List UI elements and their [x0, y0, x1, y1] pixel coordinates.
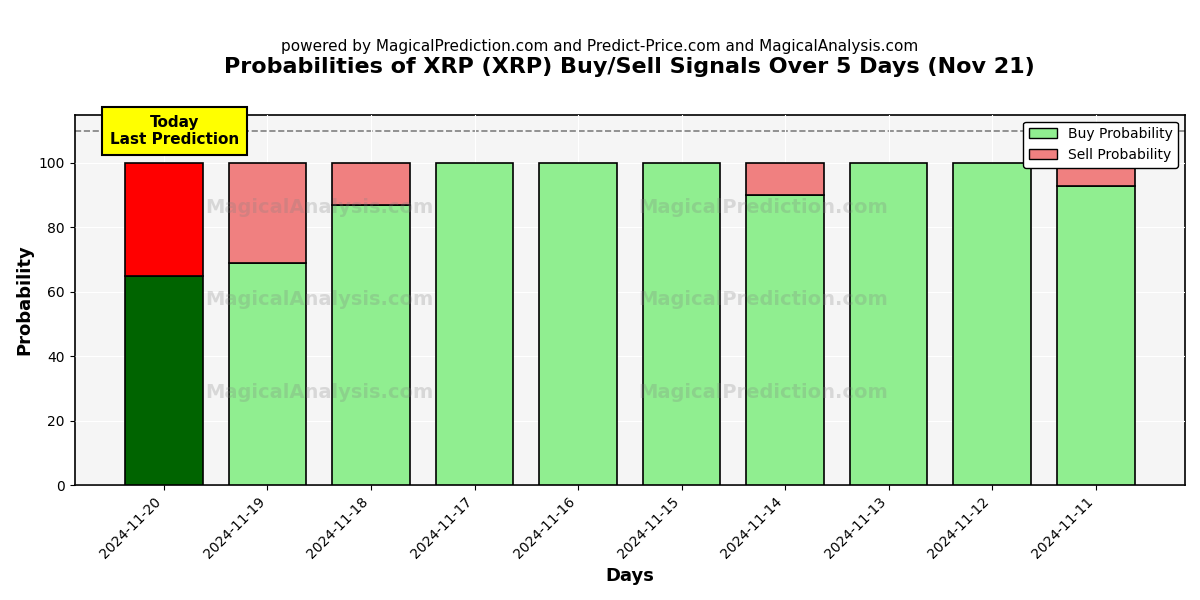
Bar — [953, 163, 1031, 485]
Bar — [746, 195, 824, 485]
Bar — [850, 163, 928, 485]
Text: powered by MagicalPrediction.com and Predict-Price.com and MagicalAnalysis.com: powered by MagicalPrediction.com and Pre… — [281, 39, 919, 54]
Text: MagicalPrediction.com: MagicalPrediction.com — [638, 290, 888, 310]
Title: Probabilities of XRP (XRP) Buy/Sell Signals Over 5 Days (Nov 21): Probabilities of XRP (XRP) Buy/Sell Sign… — [224, 57, 1036, 77]
Bar — [436, 163, 514, 485]
Y-axis label: Probability: Probability — [16, 244, 34, 355]
Bar — [229, 263, 306, 485]
Bar — [1057, 163, 1134, 185]
Text: MagicalAnalysis.com: MagicalAnalysis.com — [205, 198, 433, 217]
Text: MagicalAnalysis.com: MagicalAnalysis.com — [205, 383, 433, 402]
Bar — [539, 163, 617, 485]
Bar — [643, 163, 720, 485]
Text: MagicalPrediction.com: MagicalPrediction.com — [638, 198, 888, 217]
Bar — [332, 163, 410, 205]
Bar — [229, 163, 306, 263]
Bar — [125, 163, 203, 276]
Legend: Buy Probability, Sell Probability: Buy Probability, Sell Probability — [1024, 122, 1178, 167]
Bar — [1057, 185, 1134, 485]
Text: MagicalAnalysis.com: MagicalAnalysis.com — [205, 290, 433, 310]
Text: Today
Last Prediction: Today Last Prediction — [109, 115, 239, 147]
Bar — [746, 163, 824, 195]
X-axis label: Days: Days — [605, 567, 654, 585]
Bar — [125, 276, 203, 485]
Bar — [332, 205, 410, 485]
Text: MagicalPrediction.com: MagicalPrediction.com — [638, 383, 888, 402]
